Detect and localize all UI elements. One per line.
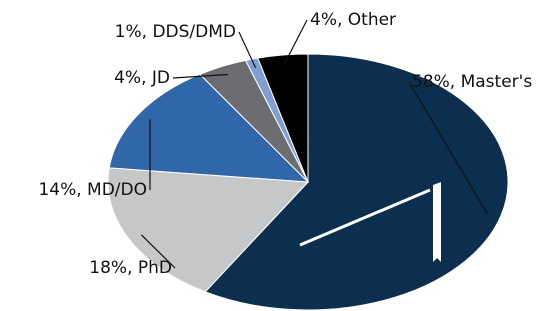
slice-label: 58%, Master's [412,72,532,92]
slice-label: 18%, PhD [89,258,172,278]
slice-label: 1%, DDS/DMD [115,22,236,42]
slice-label: 4%, Other [310,10,396,30]
tassel-stripe [433,182,441,262]
slice-label: 14%, MD/DO [38,180,147,200]
chart: 58%, Master's 18%, PhD 14%, MD/DO 4%, JD 1%,… [0,0,551,311]
slice-label: 4%, JD [114,68,170,88]
